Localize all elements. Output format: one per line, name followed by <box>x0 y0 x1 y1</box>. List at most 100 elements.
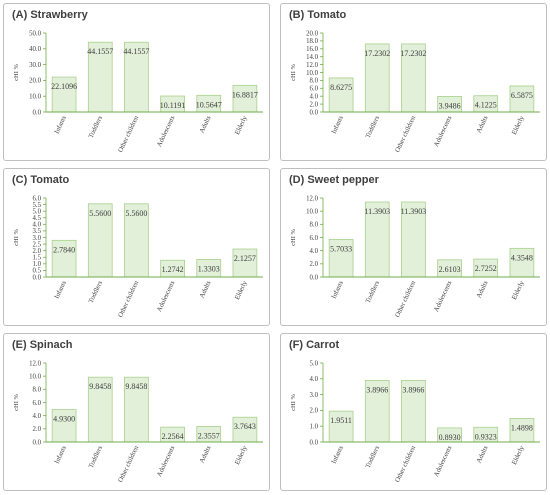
y-tick-label: 8.0 <box>310 78 319 85</box>
data-label: 5.5600 <box>89 209 111 218</box>
data-label: 5.7033 <box>330 244 352 253</box>
y-tick-label: 12.0 <box>29 360 41 367</box>
y-tick-label: 20.0 <box>306 30 318 37</box>
chart-svg: cHI % 0.0 2.0 4.0 6.0 8.0 10.0 12.0 4.9300 Infant… <box>13 360 263 484</box>
y-tick-label: 0.0 <box>33 274 42 281</box>
y-axis-title: cHI % <box>290 394 297 411</box>
y-tick-label: 4.0 <box>310 376 319 383</box>
category-label: Adolescents <box>156 445 177 478</box>
y-tick-label: 4.0 <box>33 413 42 420</box>
y-tick-label: 40.0 <box>29 46 41 53</box>
data-label: 1.2742 <box>162 265 184 274</box>
y-tick-label: 0.5 <box>33 268 42 275</box>
category-label: Infants <box>54 115 68 135</box>
data-label: 10.5647 <box>196 100 222 109</box>
chart-panel-f: (F) Carrot cHI % 0.0 1.0 2.0 3.0 4.0 5.0 1.9511… <box>280 333 547 491</box>
chart-svg: cHI % 0.0 2.0 4.0 6.0 8.0 10.0 12.0 5.7033 Infant… <box>290 195 540 319</box>
y-tick-label: 10.0 <box>29 94 41 101</box>
data-label: 8.6275 <box>330 83 352 92</box>
y-tick-label: 2.0 <box>310 408 319 415</box>
data-label: 10.1191 <box>160 101 186 110</box>
y-tick-label: 0.0 <box>310 274 319 281</box>
category-label: Toddlers <box>88 280 105 305</box>
y-tick-label: 3.5 <box>33 228 42 235</box>
chart-title: (F) Carrot <box>289 339 340 351</box>
y-axis-title: cHI % <box>290 64 297 81</box>
chart-title: (A) Strawberry <box>12 9 88 21</box>
category-label: Adolescents <box>433 280 454 313</box>
y-tick-label: 4.5 <box>33 215 42 222</box>
category-label: Adults <box>476 115 490 135</box>
y-tick-label: 0.0 <box>310 439 319 446</box>
y-tick-label: 2.0 <box>310 101 319 108</box>
y-tick-label: 5.5 <box>33 202 42 209</box>
y-tick-label: 18.0 <box>306 38 318 45</box>
category-label: Toddlers <box>365 445 382 470</box>
y-tick-label: 4.0 <box>310 248 319 255</box>
data-label: 3.8966 <box>366 385 388 394</box>
data-label: 44.1557 <box>87 47 113 56</box>
data-label: 17.2302 <box>364 49 390 58</box>
chart-panel-a: (A) Strawberry cHI % 0.0 10.0 20.0 30.0 40.0 5… <box>3 3 270 161</box>
chart-panel-e: (E) Spinach cHI % 0.0 2.0 4.0 6.0 8.0 10.0 12.0… <box>3 333 270 491</box>
y-tick-label: 3.0 <box>310 392 319 399</box>
y-tick-label: 5.0 <box>310 360 319 367</box>
y-axis-title: cHI % <box>13 394 20 411</box>
y-tick-label: 4.0 <box>310 94 319 101</box>
y-tick-label: 30.0 <box>29 62 41 69</box>
data-label: 0.9323 <box>475 432 497 441</box>
data-label: 2.2564 <box>162 432 184 441</box>
data-label: 16.8817 <box>232 90 258 99</box>
y-tick-label: 1.5 <box>33 255 42 262</box>
category-label: Adults <box>199 445 213 465</box>
category-label: Adults <box>476 445 490 465</box>
category-label: Adolescents <box>433 445 454 478</box>
data-label: 17.2302 <box>400 49 426 58</box>
category-label: Other children <box>394 279 417 318</box>
category-label: Elderly <box>234 279 249 301</box>
data-label: 11.3903 <box>401 207 427 216</box>
y-tick-label: 12.0 <box>306 62 318 69</box>
data-label: 5.5600 <box>125 209 147 218</box>
category-label: Other children <box>117 444 140 483</box>
category-label: Other children <box>117 114 140 153</box>
category-label: Infants <box>331 115 345 135</box>
category-label: Elderly <box>511 279 526 301</box>
y-tick-label: 8.0 <box>310 222 319 229</box>
chart-svg: cHI % 0.02.04.06.08.010.012.014.016.018.0… <box>290 30 540 154</box>
y-tick-label: 6.0 <box>33 400 42 407</box>
y-tick-label: 14.0 <box>306 54 318 61</box>
y-tick-label: 6.0 <box>310 86 319 93</box>
y-tick-label: 3.0 <box>33 235 42 242</box>
y-tick-label: 5.0 <box>33 208 42 215</box>
y-tick-label: 1.0 <box>33 261 42 268</box>
y-tick-label: 12.0 <box>306 195 318 202</box>
data-label: 2.3557 <box>198 431 220 440</box>
chart-panel-c: (C) Tomato cHI % 0.0 0.5 1.0 1.5 2.0 2.5 3.0 3.5… <box>3 168 270 326</box>
data-label: 6.5875 <box>511 91 533 100</box>
y-tick-label: 2.0 <box>33 248 42 255</box>
y-tick-label: 2.0 <box>33 426 42 433</box>
category-label: Adolescents <box>156 115 177 148</box>
y-tick-label: 0.0 <box>310 109 319 116</box>
category-label: Adults <box>199 115 213 135</box>
category-label: Adults <box>476 280 490 300</box>
data-label: 4.3548 <box>511 253 533 262</box>
data-label: 2.6103 <box>439 265 461 274</box>
y-tick-label: 6.0 <box>33 195 42 202</box>
chart-svg: cHI % 0.0 10.0 20.0 30.0 40.0 50.0 22.1096 Infan… <box>13 30 263 154</box>
chart-panel-d: (D) Sweet pepper cHI % 0.0 2.0 4.0 6.0 8.0 10.… <box>280 168 547 326</box>
category-label: Elderly <box>234 114 249 136</box>
category-label: Adults <box>199 280 213 300</box>
category-label: Infants <box>331 280 345 300</box>
data-label: 1.3303 <box>198 264 220 273</box>
data-label: 1.9511 <box>330 416 352 425</box>
data-label: 9.8458 <box>89 382 111 391</box>
y-tick-label: 50.0 <box>29 30 41 37</box>
data-label: 2.7840 <box>53 245 75 254</box>
data-label: 22.1096 <box>51 82 77 91</box>
chart-panel-b: (B) Tomato cHI % 0.0 2.0 4.0 6.0 8.0 10.0 12.0 1… <box>280 3 547 161</box>
data-label: 2.7252 <box>475 264 497 273</box>
y-tick-label: 0.0 <box>33 109 42 116</box>
data-label: 2.1257 <box>234 254 256 263</box>
